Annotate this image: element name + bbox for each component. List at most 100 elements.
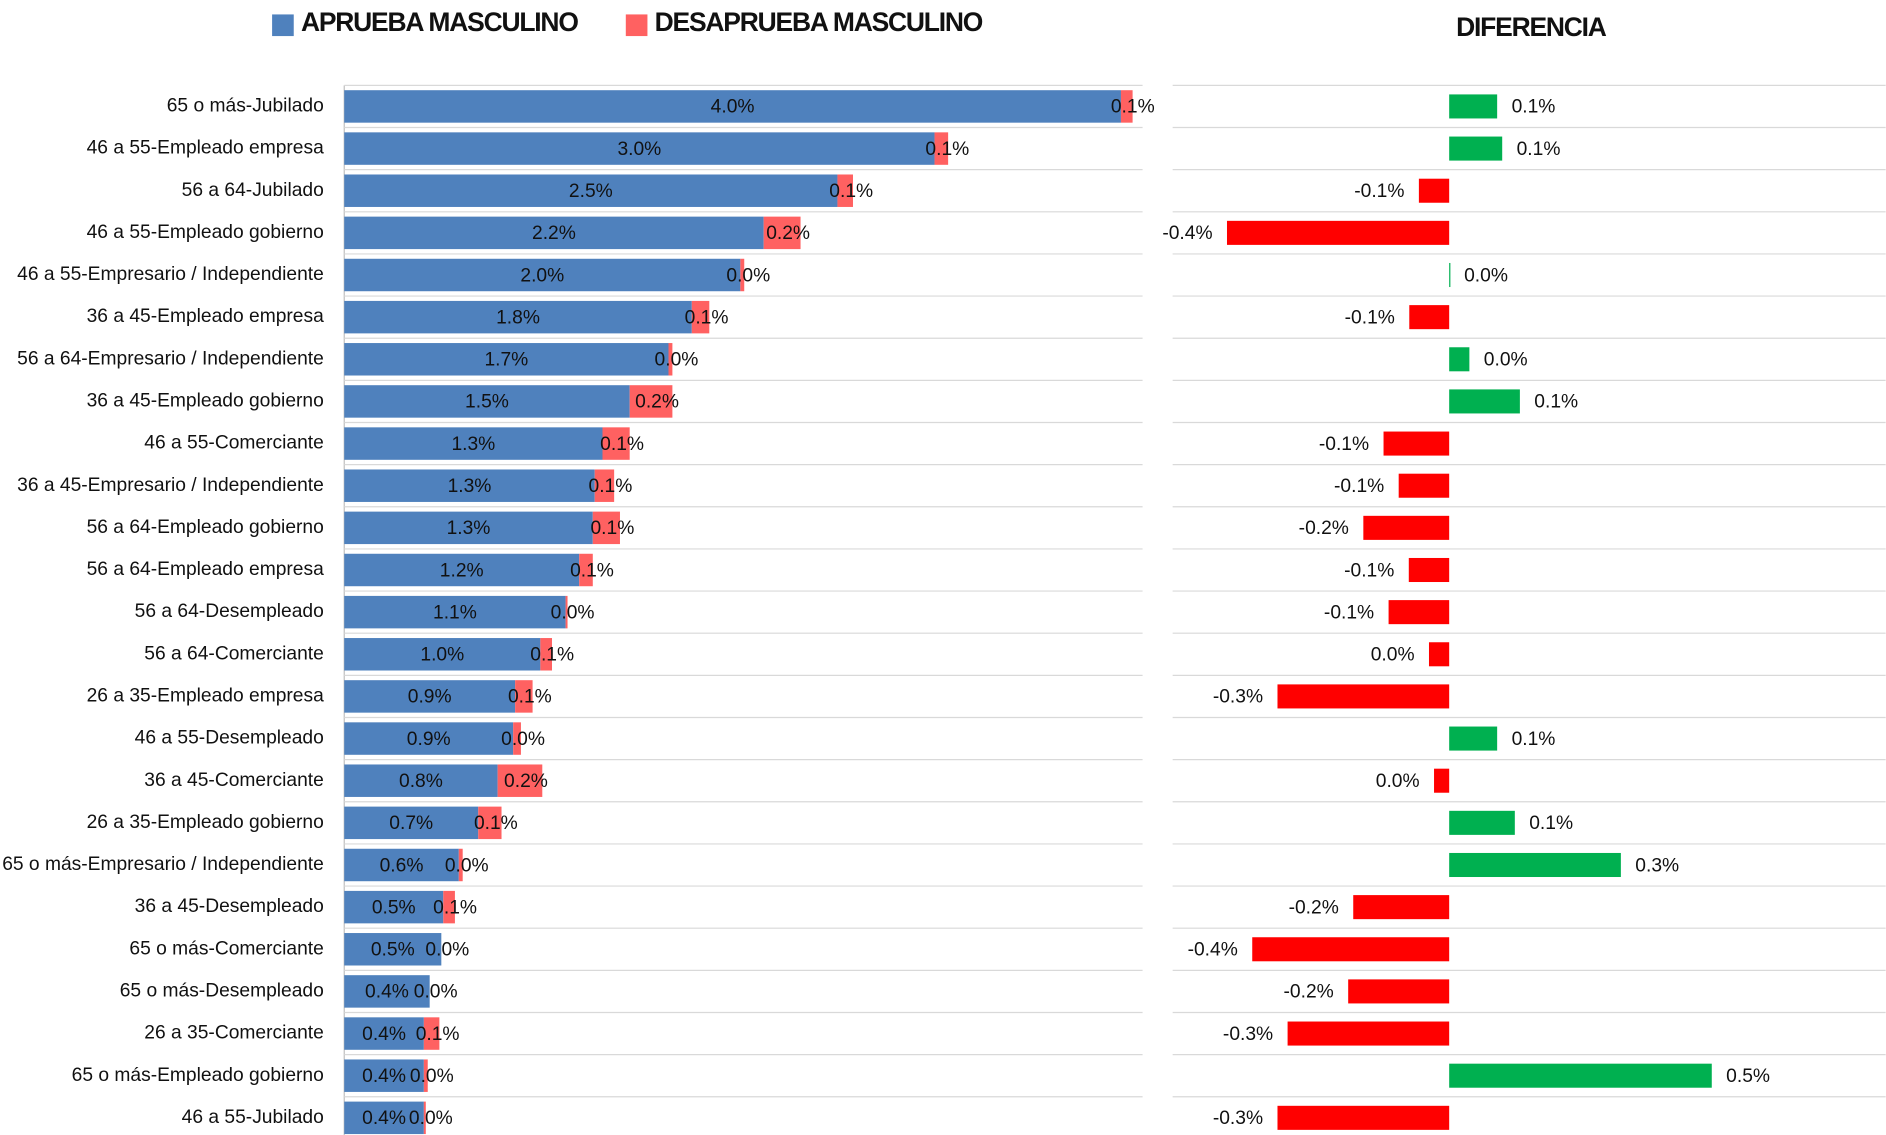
bar <box>1449 262 1451 288</box>
value-label: 1.2% <box>440 560 484 581</box>
value-label: 0.4% <box>362 1066 406 1087</box>
bar <box>1388 600 1450 625</box>
value-label: 0.4% <box>365 982 409 1003</box>
value-label: 0.5% <box>371 940 415 961</box>
value-label: 0.5% <box>372 897 416 918</box>
bar-segment <box>423 1017 440 1050</box>
category-label: 36 a 45-Comerciante <box>144 770 323 791</box>
value-label: -0.4% <box>1162 223 1212 244</box>
bar-segment <box>478 806 502 840</box>
category-label: 65 o más-Empresario / Independiente <box>2 854 324 875</box>
legend-swatch <box>625 14 648 37</box>
value-label: 0.3% <box>1635 855 1679 876</box>
value-label: 1.3% <box>451 434 495 455</box>
category-label: 26 a 35-Comerciante <box>144 1023 323 1044</box>
bar <box>1449 726 1498 751</box>
value-label: 0.1% <box>433 897 477 918</box>
value-label: 2.0% <box>520 265 564 286</box>
value-label: 0.1% <box>829 181 873 202</box>
value-label: -0.2% <box>1299 518 1349 539</box>
category-label: 56 a 64-Empleado gobierno <box>87 517 324 538</box>
value-label: 0.1% <box>530 645 574 666</box>
category-label: 26 a 35-Empleado empresa <box>87 685 324 706</box>
bar-segment <box>934 132 949 165</box>
bar-segment <box>344 90 1121 123</box>
category-label: 65 o más-Jubilado <box>167 96 324 117</box>
bar-segment <box>344 1059 424 1092</box>
value-label: 0.2% <box>766 223 810 244</box>
category-label: 36 a 45-Desempleado <box>135 896 324 917</box>
bar-segment <box>344 595 566 629</box>
bar-segment <box>344 216 764 250</box>
bar <box>1418 178 1450 203</box>
bar-segment <box>691 300 710 334</box>
value-label: 0.1% <box>508 687 552 708</box>
value-label: 0.0% <box>655 350 699 371</box>
value-label: 0.0% <box>1464 265 1508 286</box>
value-label: 0.1% <box>416 1024 460 1045</box>
category-label: 36 a 45-Empleado empresa <box>87 306 324 327</box>
value-label: 1.3% <box>447 518 491 539</box>
category-label: 56 a 64-Desempleado <box>135 601 324 622</box>
value-label: 0.8% <box>399 771 443 792</box>
chart-title: DIFERENCIA <box>1456 12 1607 42</box>
value-label: 0.0% <box>1376 771 1420 792</box>
value-label: 0.1% <box>590 518 634 539</box>
bar-segment <box>344 764 498 797</box>
bar <box>1449 1063 1712 1088</box>
value-label: 0.0% <box>410 1066 454 1087</box>
bar-segment <box>344 638 541 671</box>
value-label: -0.2% <box>1284 982 1334 1003</box>
bar-segment <box>602 427 630 460</box>
bar <box>1449 136 1503 161</box>
value-label: 0.1% <box>600 434 644 455</box>
value-label: 0.1% <box>589 476 633 497</box>
bar-segment <box>763 216 801 250</box>
value-label: 0.1% <box>1529 813 1573 834</box>
value-label: -0.1% <box>1344 560 1394 581</box>
bar <box>1287 1021 1450 1046</box>
bar-segment <box>344 1101 424 1135</box>
value-label: 3.0% <box>617 139 661 160</box>
bar-segment <box>344 343 669 376</box>
value-label: 0.1% <box>1512 729 1556 750</box>
bar <box>1408 557 1450 583</box>
value-label: -0.1% <box>1354 181 1404 202</box>
bar-segment <box>497 764 543 797</box>
bar-segment <box>344 132 935 165</box>
category-label: 56 a 64-Jubilado <box>182 180 324 201</box>
value-label: 0.7% <box>389 813 433 834</box>
value-label: 0.9% <box>408 687 452 708</box>
bar-segment <box>344 933 442 966</box>
bar <box>1449 94 1498 119</box>
bar-segment <box>344 806 479 840</box>
value-label: 0.5% <box>1726 1066 1770 1087</box>
bar-segment <box>837 174 853 207</box>
value-label: 0.1% <box>1512 97 1556 118</box>
category-label: 56 a 64-Empresario / Independiente <box>17 348 324 369</box>
value-label: -0.4% <box>1188 940 1238 961</box>
bar-segment <box>515 680 533 713</box>
bar-segment <box>540 638 553 671</box>
value-label: 0.1% <box>474 813 518 834</box>
category-label: 65 o más-Desempleado <box>120 980 324 1001</box>
value-label: 0.4% <box>362 1108 406 1129</box>
value-label: -0.3% <box>1213 687 1263 708</box>
value-label: 0.4% <box>362 1024 406 1045</box>
category-label: 36 a 45-Empleado gobierno <box>87 391 324 412</box>
value-label: 0.1% <box>1534 392 1578 413</box>
bar <box>1348 979 1450 1004</box>
value-label: -0.3% <box>1223 1024 1273 1045</box>
bar <box>1277 684 1450 709</box>
value-label: 0.0% <box>445 855 489 876</box>
bar-segment <box>740 258 745 292</box>
bar-segment <box>513 722 521 755</box>
bar <box>1252 937 1450 962</box>
value-label: 0.1% <box>685 307 729 328</box>
category-label: 56 a 64-Empleado empresa <box>87 559 324 580</box>
category-label: 36 a 45-Empresario / Independiente <box>17 475 324 496</box>
legend-swatch <box>272 14 294 37</box>
bar-segment <box>344 300 692 334</box>
bar <box>1353 895 1450 920</box>
